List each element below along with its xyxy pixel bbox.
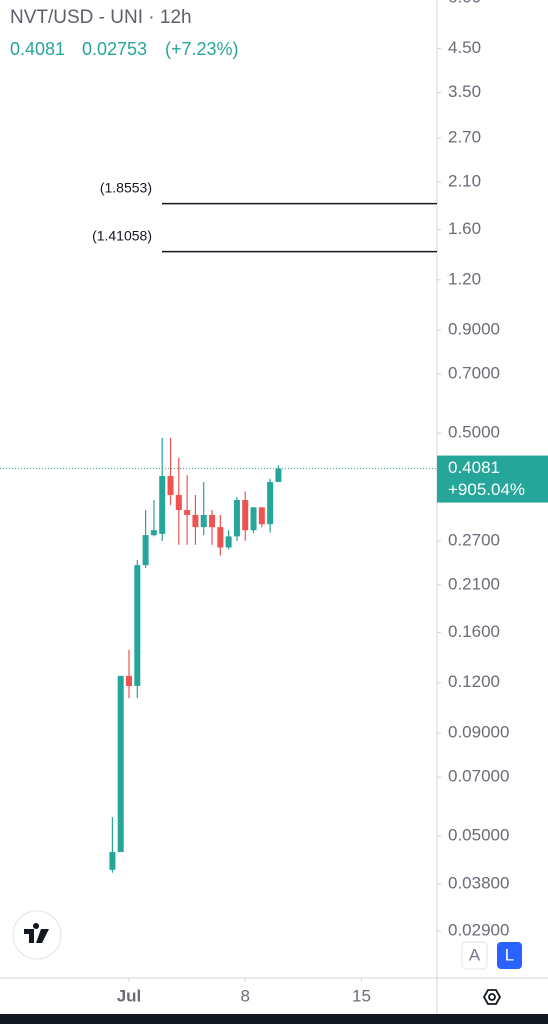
candle-body [267,481,274,525]
level-label: (1.41058) [92,227,152,243]
price: 0.4081 [10,39,65,59]
candle-body [209,514,216,528]
y-tick-label: 0.1600 [448,622,500,641]
change-label: +905.04% [448,480,525,499]
change: 0.02753 [82,39,147,59]
candle-body [126,675,133,686]
candle-body [175,494,182,511]
y-tick-label: 0.7000 [448,364,500,383]
chart-title: NVT/USD - UNI · 12h [10,7,192,28]
candle-body [184,510,191,515]
y-axis: 6.00 4.50 3.50 2.70 2.10 1.60 1.20 0.9000 0.7000… [437,0,509,940]
button[interactable] [461,941,488,970]
price-label-box [437,455,548,503]
y-tick-label: 4.50 [448,38,481,57]
y-tick-label: 0.07000 [448,767,509,786]
button-label[interactable]: L [505,945,514,964]
candle-body [117,675,124,853]
logo [12,910,62,960]
y-tick-label: 0.9000 [448,320,500,339]
y-tick-label: 0.09000 [448,723,509,742]
candle-body [250,507,257,531]
bottom-bar [0,1014,548,1024]
button-label[interactable]: A [469,945,481,964]
y-tick-label: 0.1200 [448,672,500,691]
y-tick-label: 0.5000 [448,423,500,442]
x-tick-label: Jul [117,986,142,1005]
candle-body [109,852,116,870]
settings-icon[interactable] [482,989,502,1005]
y-tick-label: 2.70 [448,127,481,146]
price-label: 0.4081 [448,458,500,477]
candle-body [233,500,240,537]
candle-body [200,514,207,528]
y-tick-label: 0.2100 [448,574,500,593]
candle-body [150,530,157,536]
y-tick-label: 0.05000 [448,825,509,844]
candle-body [159,476,166,534]
y-tick-label: 0.03800 [448,873,509,892]
candle-body [192,514,199,528]
y-tick-label: 2.10 [448,171,481,190]
y-tick-label: 0.2700 [448,530,500,549]
plot [0,202,437,873]
x-tick-label: 15 [352,986,371,1005]
button[interactable] [497,942,522,969]
candle-body [134,565,141,686]
candle-body [167,476,174,495]
candle-body [225,536,232,548]
y-tick-label: 1.60 [448,219,481,238]
y-tick-label: 0.02900 [448,921,509,940]
candle-body [258,507,265,525]
candle-body [275,468,282,482]
y-tick-label: 3.50 [448,82,481,101]
level-label: (1.8553) [100,179,152,195]
x-tick-label: 8 [240,986,249,1005]
candle-body [242,500,249,531]
y-tick-label: 6.00 [448,0,481,7]
change-pct: (+7.23%) [165,39,239,59]
candle-body [142,535,149,566]
y-tick-label: 1.20 [448,269,481,288]
candle-body [217,527,224,548]
